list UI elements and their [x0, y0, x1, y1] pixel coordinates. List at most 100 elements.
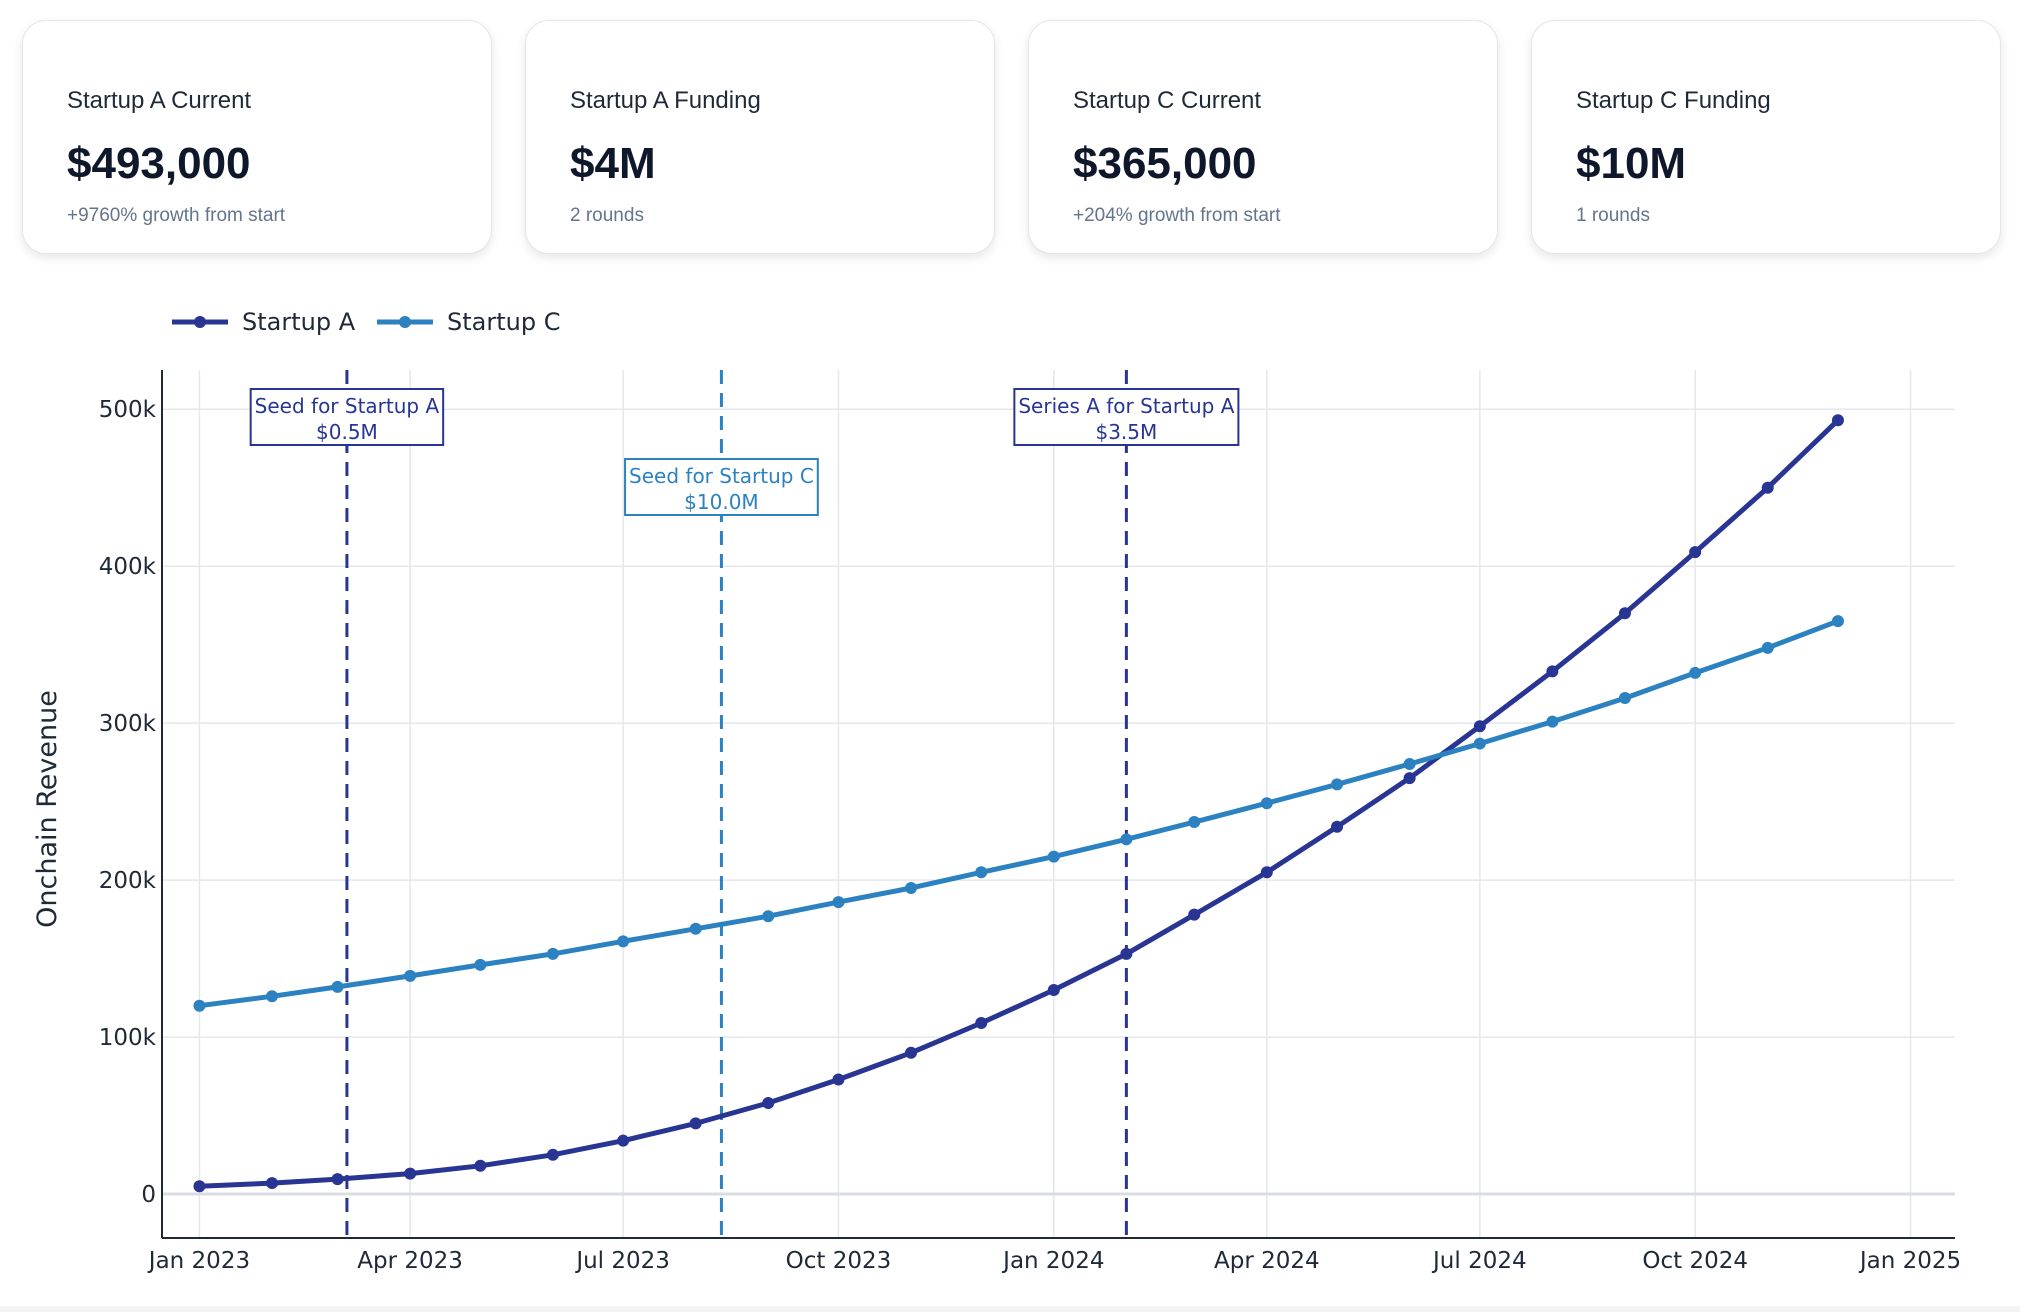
data-point-startup-a — [404, 1167, 417, 1180]
data-point-startup-c — [1473, 737, 1486, 750]
card-subtext: 1 rounds — [1576, 205, 1650, 226]
annotation-box — [1013, 388, 1240, 446]
annotation-box — [624, 458, 819, 516]
card-label: Startup C Current — [1073, 87, 1262, 114]
funding-annotation: Seed for Startup C$10.0M — [624, 458, 819, 516]
data-point-startup-a — [193, 1180, 206, 1193]
data-point-startup-a — [1618, 607, 1631, 620]
card-startup-c-current: Startup C Current $365,000 +204% growth … — [1028, 20, 1498, 254]
data-point-startup-a — [1047, 984, 1060, 996]
x-tick-label: Apr 2024 — [1214, 1248, 1320, 1274]
card-value: $10M — [1576, 139, 1687, 188]
data-point-startup-c — [1689, 666, 1702, 679]
annotation-amount: $10.0M — [684, 490, 759, 514]
data-point-startup-c — [905, 881, 918, 894]
data-point-startup-a — [546, 1148, 559, 1161]
x-tick-label: Apr 2023 — [357, 1248, 463, 1274]
data-point-startup-c — [404, 969, 417, 982]
y-tick-label: 100k — [99, 1025, 157, 1051]
funding-annotation: Series A for Startup A$3.5M — [1013, 388, 1240, 446]
data-point-startup-a — [762, 1097, 775, 1110]
data-point-startup-a — [617, 1134, 630, 1147]
data-point-startup-c — [1618, 692, 1631, 705]
legend-label-startup-a: Startup A — [242, 308, 356, 336]
data-point-startup-a — [1831, 414, 1844, 427]
data-point-startup-c — [617, 935, 630, 948]
annotation-amount: $3.5M — [1095, 420, 1157, 444]
data-point-startup-a — [689, 1117, 702, 1130]
x-tick-label: Jul 2023 — [574, 1248, 670, 1274]
data-point-startup-c — [1831, 615, 1844, 628]
data-point-startup-c — [1331, 778, 1344, 791]
data-point-startup-c — [1260, 797, 1273, 810]
data-point-startup-a — [1546, 665, 1559, 678]
data-point-startup-a — [1403, 772, 1416, 785]
y-axis-title: Onchain Revenue — [32, 690, 63, 928]
card-label: Startup A Funding — [570, 87, 761, 114]
data-point-startup-a — [905, 1046, 918, 1059]
data-point-startup-c — [1047, 850, 1060, 863]
card-subtext: 2 rounds — [570, 205, 644, 226]
annotation-title: Seed for Startup A — [255, 394, 440, 418]
card-startup-c-funding: Startup C Funding $10M 1 rounds — [1531, 20, 2001, 254]
data-point-startup-c — [689, 922, 702, 935]
data-point-startup-a — [1331, 820, 1344, 833]
y-tick-label: 200k — [99, 868, 157, 894]
data-point-startup-a — [1120, 947, 1133, 960]
data-point-startup-a — [832, 1073, 845, 1086]
x-tick-label: Oct 2023 — [786, 1248, 892, 1274]
legend-swatch-startup-a — [172, 316, 228, 328]
series-line-startup-a — [197, 417, 1841, 1189]
legend-label-startup-c: Startup C — [447, 308, 561, 336]
data-point-startup-a — [975, 1016, 988, 1029]
annotation-title: Series A for Startup A — [1018, 394, 1234, 418]
card-value: $4M — [570, 139, 656, 188]
data-point-startup-a — [1188, 908, 1201, 921]
revenue-line-chart: Jan 2023 Apr 2023 Jul 2023 Oct 2023 Jan 2024… — [32, 370, 1961, 1274]
x-tick-label: Jan 2024 — [1001, 1248, 1104, 1274]
data-point-startup-c — [832, 896, 845, 909]
y-tick-label: 500k — [99, 397, 157, 423]
data-point-startup-c — [546, 947, 559, 960]
card-startup-a-funding: Startup A Funding $4M 2 rounds — [525, 20, 995, 254]
card-subtext: +9760% growth from start — [67, 205, 286, 226]
data-point-startup-c — [1546, 715, 1559, 728]
data-point-startup-a — [1761, 481, 1774, 494]
card-subtext: +204% growth from start — [1073, 205, 1281, 226]
funding-annotation: Seed for Startup A$0.5M — [249, 388, 445, 446]
data-point-startup-a — [474, 1159, 487, 1172]
data-point-startup-c — [975, 866, 988, 879]
summary-cards: Startup A Current $493,000 +9760% growth… — [0, 0, 2020, 260]
card-value: $493,000 — [67, 139, 251, 188]
annotation-title: Seed for Startup C — [629, 464, 814, 488]
annotation-box — [249, 388, 445, 446]
data-point-startup-c — [331, 980, 344, 993]
card-label: Startup A Current — [67, 87, 252, 114]
data-point-startup-a — [1689, 546, 1702, 559]
x-tick-label: Jan 2025 — [1858, 1248, 1961, 1274]
y-tick-label: 400k — [99, 554, 157, 580]
data-point-startup-a — [1473, 720, 1486, 733]
legend-swatch-startup-c — [377, 316, 433, 328]
data-point-startup-a — [331, 1173, 344, 1186]
data-point-startup-c — [762, 910, 775, 923]
y-tick-label: 300k — [99, 711, 157, 737]
data-point-startup-c — [1761, 641, 1774, 654]
x-tick-label: Jul 2024 — [1431, 1248, 1527, 1274]
card-label: Startup C Funding — [1576, 87, 1771, 114]
data-point-startup-c — [193, 999, 206, 1012]
data-point-startup-c — [1120, 833, 1133, 846]
data-point-startup-c — [1403, 757, 1416, 770]
card-startup-a-current: Startup A Current $493,000 +9760% growth… — [22, 20, 492, 254]
card-value: $365,000 — [1073, 139, 1257, 188]
y-tick-label: 0 — [141, 1182, 156, 1208]
series-line-startup-c — [197, 618, 1841, 1009]
x-tick-label: Oct 2024 — [1642, 1248, 1748, 1274]
data-point-startup-a — [1260, 866, 1273, 879]
annotation-amount: $0.5M — [316, 420, 378, 444]
data-point-startup-c — [266, 990, 279, 1003]
data-point-startup-c — [474, 958, 487, 971]
page-bottom-edge — [0, 1306, 2020, 1312]
x-tick-label: Jan 2023 — [147, 1248, 250, 1274]
data-point-startup-c — [1188, 816, 1201, 829]
